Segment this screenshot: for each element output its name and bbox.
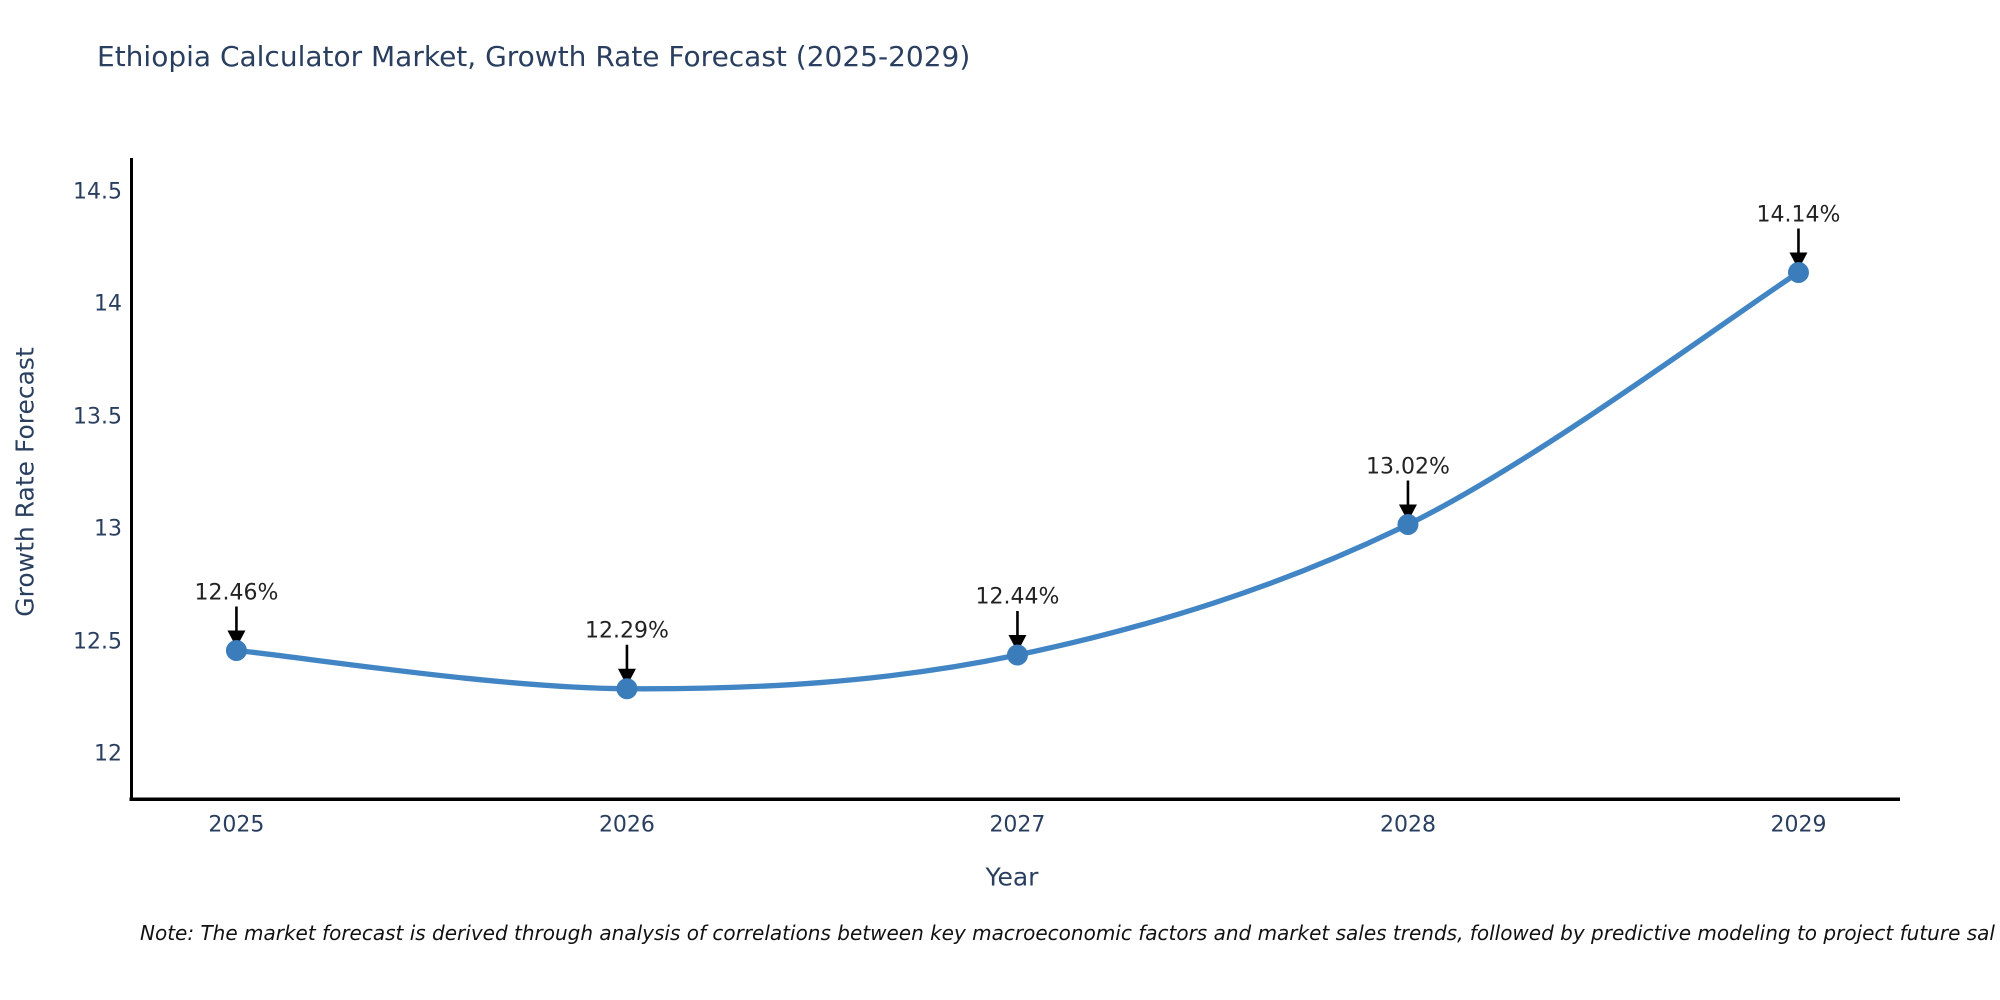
y-tick-label: 14 [94, 291, 122, 317]
x-tick-label: 2028 [1379, 812, 1436, 838]
y-tick-label: 13 [94, 516, 122, 542]
annotation-arrow-head [1398, 504, 1417, 522]
annotation-arrow-head [1008, 635, 1027, 652]
point-annotation: 14.14% [1756, 202, 1841, 227]
data-point-marker[interactable] [1397, 514, 1419, 535]
point-annotation: 12.46% [194, 580, 279, 605]
point-annotation: 13.02% [1366, 454, 1450, 479]
x-tick-label: 2027 [989, 812, 1046, 838]
y-tick-label: 14.5 [73, 179, 122, 204]
data-point-marker[interactable] [1787, 262, 1809, 283]
x-tick-label: 2025 [208, 812, 265, 838]
data-point-marker[interactable] [225, 640, 247, 661]
footnote: Note: The market forecast is derived thr… [140, 921, 1995, 945]
x-axis-title: Year [985, 862, 1039, 892]
y-tick-label: 13.5 [73, 404, 122, 429]
x-tick-label: 2029 [1770, 812, 1827, 838]
annotation-arrow-head [617, 668, 636, 686]
annotation-arrow-head [227, 630, 246, 648]
annotation-arrow-head [1789, 252, 1808, 270]
point-annotation: 12.44% [975, 584, 1060, 610]
x-tick-label: 2026 [598, 812, 655, 838]
data-point-marker[interactable] [1006, 644, 1028, 666]
y-tick-label: 12 [94, 741, 122, 767]
chart-title: Ethiopia Calculator Market, Growth Rate … [97, 40, 971, 73]
data-point-marker[interactable] [616, 678, 638, 700]
point-annotation: 12.29% [584, 618, 669, 644]
y-tick-label: 12.5 [73, 629, 122, 654]
